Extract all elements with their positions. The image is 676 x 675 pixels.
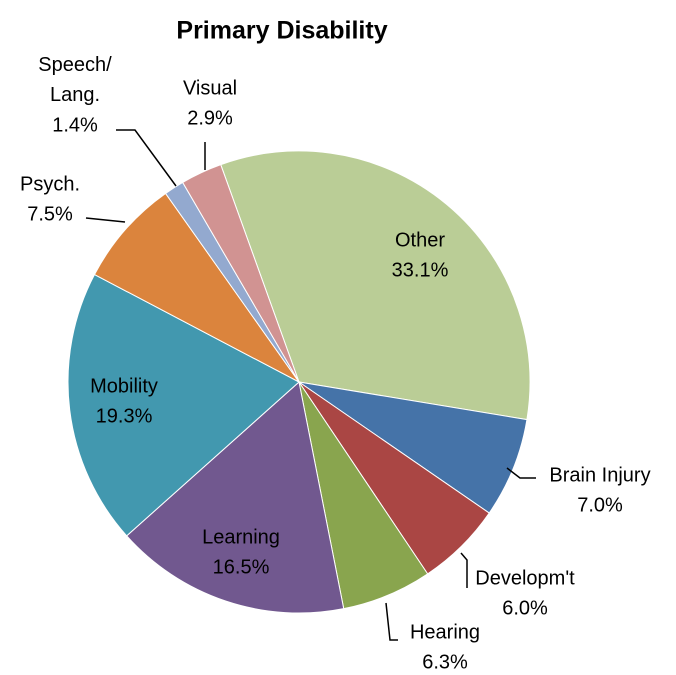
value-label: 33.1% (392, 259, 449, 281)
slice-label: Learning (202, 526, 280, 548)
pie-slice (298, 381, 528, 514)
slice-label: Hearing (410, 621, 480, 643)
slice-label: Mobility (90, 375, 158, 397)
pie-slice (220, 150, 531, 421)
slice-label: Other (395, 229, 445, 251)
value-label: 1.4% (52, 114, 98, 136)
value-label: 7.5% (27, 203, 73, 225)
pie-slice (125, 381, 345, 614)
slice-label: Brain Injury (549, 464, 650, 486)
leader-lines (85, 129, 536, 641)
slice-label: Speech/Lang. (38, 54, 112, 106)
slice-label: Visual (183, 77, 237, 99)
pie (67, 150, 531, 614)
pie-slice (181, 164, 300, 383)
pie-slice (93, 192, 300, 383)
value-label: 19.3% (96, 405, 153, 427)
slice-label: Developm't (475, 567, 575, 589)
value-label: 16.5% (213, 556, 270, 578)
pie-slice (67, 273, 300, 537)
value-label: 7.0% (577, 494, 623, 516)
value-label: 6.0% (502, 597, 548, 619)
value-label: 2.9% (187, 107, 233, 129)
slice-label: Psych. (20, 173, 80, 195)
chart-title: Primary Disability (176, 17, 387, 45)
value-label: 6.3% (422, 651, 468, 673)
